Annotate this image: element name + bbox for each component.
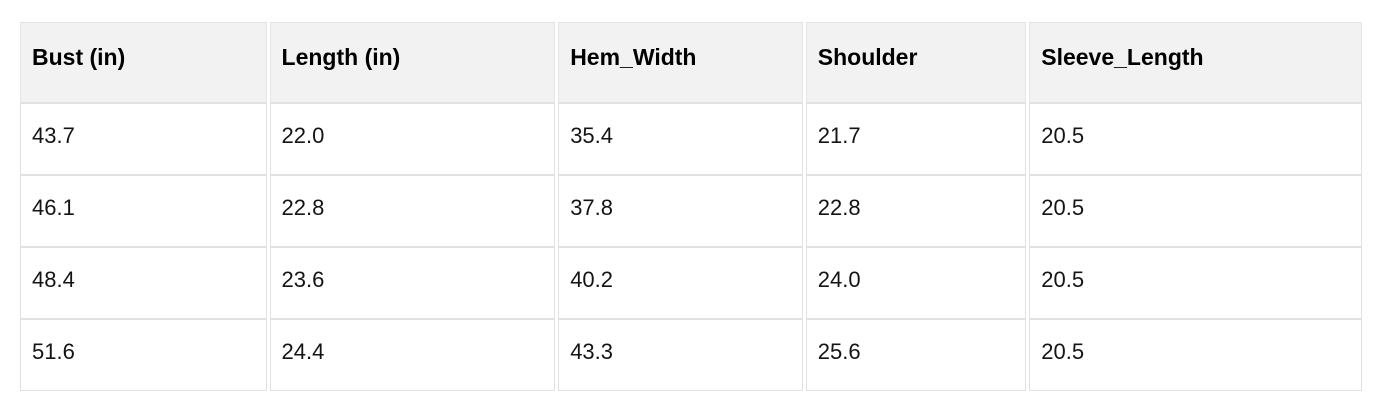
column-header-shoulder: Shoulder [805, 22, 1027, 103]
table-cell: 24.0 [805, 247, 1027, 319]
table-cell: 48.4 [20, 247, 267, 319]
table-cell: 20.5 [1029, 103, 1362, 175]
column-header-sleeve-length: Sleeve_Length [1029, 22, 1362, 103]
table-cell: 23.6 [269, 247, 556, 319]
table-cell: 24.4 [269, 319, 556, 391]
table-cell: 20.5 [1029, 247, 1362, 319]
table-cell: 43.3 [558, 319, 803, 391]
table-cell: 46.1 [20, 175, 267, 247]
table-cell: 51.6 [20, 319, 267, 391]
table-cell: 37.8 [558, 175, 803, 247]
column-header-bust: Bust (in) [20, 22, 267, 103]
table-cell: 22.0 [269, 103, 556, 175]
table-cell: 25.6 [805, 319, 1027, 391]
table-cell: 43.7 [20, 103, 267, 175]
column-header-length: Length (in) [269, 22, 556, 103]
table-cell: 22.8 [269, 175, 556, 247]
table-cell: 40.2 [558, 247, 803, 319]
size-chart-table: Bust (in) Length (in) Hem_Width Shoulder… [20, 22, 1362, 391]
table-cell: 35.4 [558, 103, 803, 175]
table-cell: 20.5 [1029, 175, 1362, 247]
column-header-hem-width: Hem_Width [558, 22, 803, 103]
table-cell: 22.8 [805, 175, 1027, 247]
table-cell: 21.7 [805, 103, 1027, 175]
table-cell: 20.5 [1029, 319, 1362, 391]
